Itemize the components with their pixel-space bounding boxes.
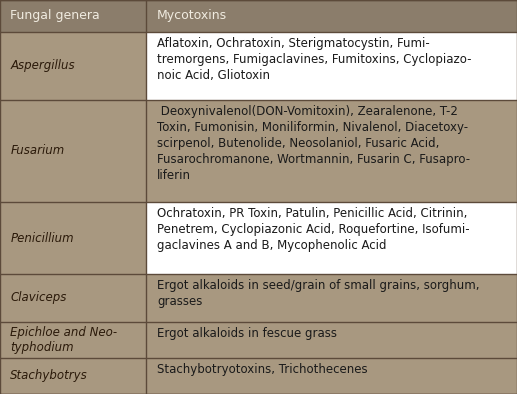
Bar: [146, 32, 517, 100]
Text: Aflatoxin, Ochratoxin, Sterigmatocystin, Fumi-
tremorgens, Fumigaclavines, Fumit: Aflatoxin, Ochratoxin, Sterigmatocystin,…: [157, 37, 472, 82]
Bar: [146, 100, 517, 202]
Bar: [146, 202, 517, 274]
Text: Mycotoxins: Mycotoxins: [157, 9, 227, 22]
Bar: [0, 358, 146, 394]
Text: Stachybotryotoxins, Trichothecenes: Stachybotryotoxins, Trichothecenes: [157, 363, 368, 376]
Text: Stachybotrys: Stachybotrys: [10, 370, 88, 383]
Text: Fusarium: Fusarium: [10, 145, 65, 158]
Text: Deoxynivalenol(DON-Vomitoxin), Zearalenone, T-2
Toxin, Fumonisin, Moniliformin, : Deoxynivalenol(DON-Vomitoxin), Zearaleno…: [157, 105, 470, 182]
Bar: [0, 0, 146, 32]
Bar: [146, 274, 517, 322]
Text: Fungal genera: Fungal genera: [10, 9, 100, 22]
Text: Ergot alkaloids in fescue grass: Ergot alkaloids in fescue grass: [157, 327, 337, 340]
Bar: [146, 322, 517, 358]
Text: Penicillium: Penicillium: [10, 232, 74, 245]
Bar: [146, 358, 517, 394]
Text: Ergot alkaloids in seed/grain of small grains, sorghum,
grasses: Ergot alkaloids in seed/grain of small g…: [157, 279, 479, 308]
Text: Claviceps: Claviceps: [10, 292, 67, 305]
Text: Ochratoxin, PR Toxin, Patulin, Penicillic Acid, Citrinin,
Penetrem, Cyclopiazoni: Ochratoxin, PR Toxin, Patulin, Penicilli…: [157, 207, 469, 252]
Bar: [146, 0, 517, 32]
Bar: [0, 32, 146, 100]
Bar: [0, 202, 146, 274]
Bar: [0, 274, 146, 322]
Bar: [0, 322, 146, 358]
Text: Aspergillus: Aspergillus: [10, 59, 75, 72]
Bar: [0, 100, 146, 202]
Text: Epichloe and Neo-
typhodium: Epichloe and Neo- typhodium: [10, 326, 117, 354]
